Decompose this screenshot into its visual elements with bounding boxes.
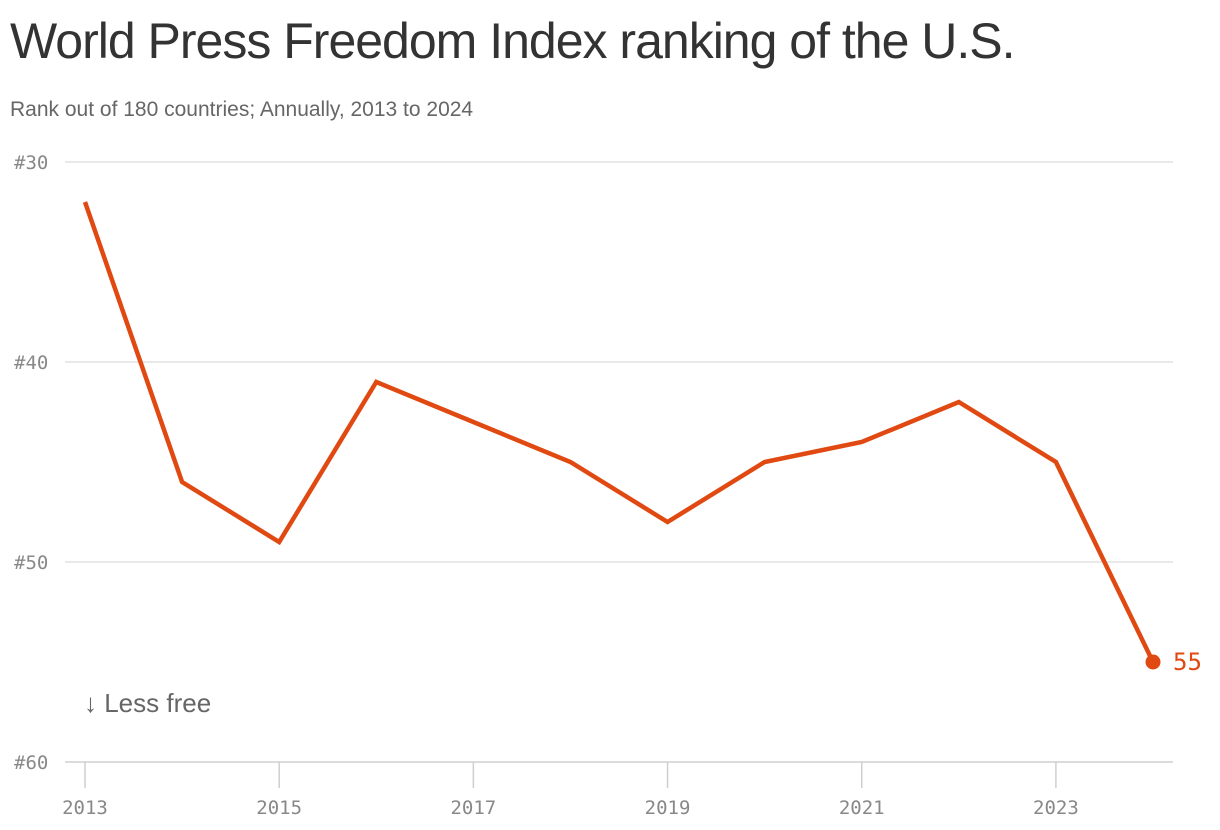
end-point-marker [1145, 654, 1161, 670]
gridlines [65, 161, 1173, 763]
x-tick-label: 2017 [450, 797, 496, 819]
x-tick-label: 2015 [256, 797, 302, 819]
x-tick-label: 2023 [1033, 797, 1079, 819]
x-tick-label: 2019 [645, 797, 691, 819]
y-tick-label: #50 [14, 552, 48, 574]
chart-subtitle: Rank out of 180 countries; Annually, 201… [10, 98, 474, 121]
x-tick-label: 2021 [839, 797, 885, 819]
y-tick-label: #30 [14, 152, 48, 174]
y-tick-label: #40 [14, 352, 48, 374]
series-line [82, 201, 1156, 663]
chart-title: World Press Freedom Index ranking of the… [10, 13, 1016, 69]
series: 55 [82, 201, 1202, 676]
end-value-label: 55 [1173, 648, 1202, 676]
x-axis-labels: 2013 2015 2017 2019 2021 2023 [62, 797, 1079, 819]
less-free-annotation: ↓ Less free [84, 688, 211, 718]
y-axis: #30 #40 #50 #60 [14, 152, 48, 774]
x-axis [84, 762, 1057, 788]
y-tick-label: #60 [14, 752, 48, 774]
x-tick-label: 2013 [62, 797, 108, 819]
